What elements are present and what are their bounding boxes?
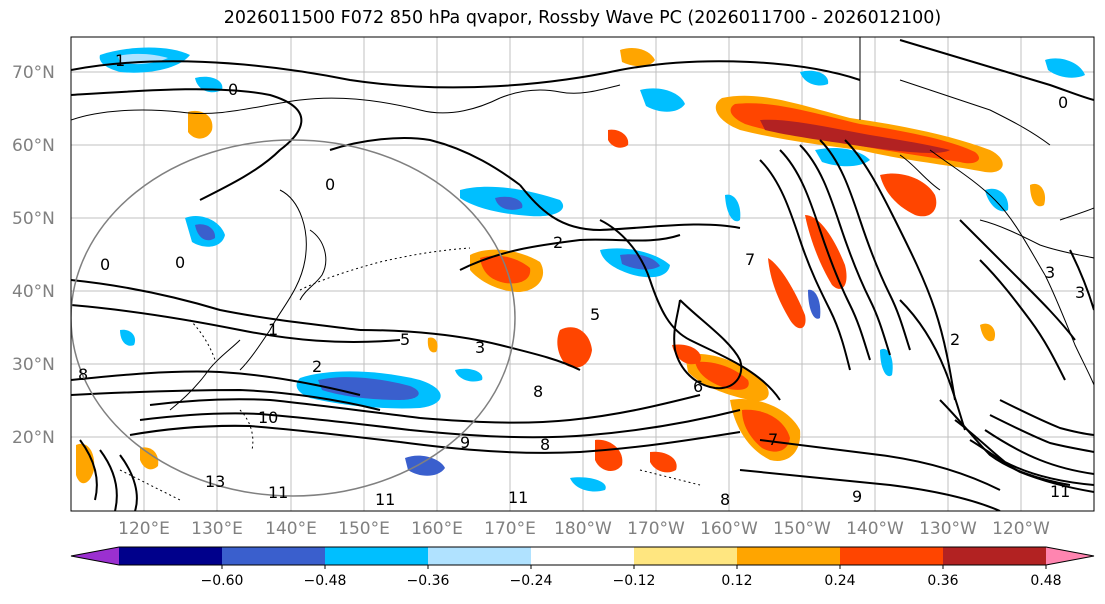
- lon-label: 130°E: [191, 519, 243, 539]
- contour-label: 2: [312, 357, 322, 376]
- lon-label: 170°W: [627, 519, 685, 539]
- contour-label: 8: [533, 382, 543, 401]
- lon-label: 140°E: [265, 519, 317, 539]
- colorbar-tick-label: 0.12: [721, 573, 752, 589]
- lat-label: 60°N: [12, 136, 55, 156]
- colorbar-segment: [943, 547, 1047, 565]
- contour-label: 0: [175, 253, 185, 272]
- contour-label: 6: [693, 377, 703, 396]
- contour-label: 5: [400, 330, 410, 349]
- lat-label: 40°N: [12, 282, 55, 302]
- contour-label: 1: [115, 51, 125, 70]
- coastlines: [71, 37, 1094, 411]
- lon-label: 150°E: [338, 519, 390, 539]
- latitude-labels: 70°N 60°N 50°N 40°N 30°N 20°N: [12, 63, 55, 448]
- lon-label: 160°E: [411, 519, 463, 539]
- contour-label: 0: [1058, 93, 1068, 112]
- colorbar-tick-label: −0.60: [201, 573, 244, 589]
- lon-label: 140°W: [846, 519, 904, 539]
- contour-label: 3: [1045, 263, 1055, 282]
- colorbar-segment: [531, 547, 635, 565]
- lon-label: 170°E: [484, 519, 536, 539]
- colorbar-segment: [119, 547, 223, 565]
- colorbar-tick-label: 0.36: [927, 573, 958, 589]
- contour-label: 13: [205, 472, 225, 491]
- contour-label: 2: [553, 233, 563, 252]
- colorbar-segment: [737, 547, 841, 565]
- lon-label: 120°W: [992, 519, 1050, 539]
- contour-label: 9: [852, 487, 862, 506]
- contour-label-group: 1 0 0 0 0 2 5 3 8 8 10 13 11 11 9 8 7 6 …: [78, 51, 1085, 509]
- lon-label: 150°W: [773, 519, 831, 539]
- lat-label: 70°N: [12, 63, 55, 83]
- positive-anomaly-fields: [76, 48, 1046, 484]
- longitude-labels: 120°E 130°E 140°E 150°E 160°E 170°E 180°…: [118, 519, 1050, 539]
- colorbar-tick-label: −0.36: [407, 573, 450, 589]
- colorbar-segment: [634, 547, 738, 565]
- contour-label: 2: [950, 330, 960, 349]
- island-outlines: [119, 247, 701, 501]
- colorbar-outline: [70, 546, 1095, 566]
- lat-label: 50°N: [12, 209, 55, 229]
- lon-label: 180°W: [554, 519, 612, 539]
- lat-label: 30°N: [12, 355, 55, 375]
- colorbar-extension-high: [1046, 547, 1094, 565]
- lon-label: 130°W: [919, 519, 977, 539]
- colorbar-tick-label: −0.12: [613, 573, 656, 589]
- contour-label: 7: [768, 430, 778, 449]
- gridlines: [71, 37, 1094, 511]
- lat-label: 20°N: [12, 428, 55, 448]
- contour-lines: [71, 39, 1094, 511]
- colorbar-segment: [428, 547, 532, 565]
- contour-label: 9: [460, 433, 470, 452]
- contour-label: 1: [268, 320, 278, 339]
- contour-label: 11: [1050, 482, 1070, 501]
- contour-label: 7: [745, 250, 755, 269]
- contour-label: 0: [228, 80, 238, 99]
- contour-label: 3: [475, 338, 485, 357]
- contour-label: 3: [1075, 283, 1085, 302]
- contour-label: 8: [720, 490, 730, 509]
- colorbar-tick-label: −0.48: [304, 573, 347, 589]
- reference-circle: [71, 139, 516, 497]
- contour-label: 11: [268, 483, 288, 502]
- colorbar: −0.60 −0.48 −0.36 −0.24 −0.12 0.12 0.24 0.36 0.4…: [70, 546, 1095, 589]
- contour-label: 8: [540, 435, 550, 454]
- colorbar-segment: [325, 547, 429, 565]
- contour-label: 0: [100, 255, 110, 274]
- contour-label: 10: [258, 408, 278, 427]
- lon-label: 120°E: [118, 519, 170, 539]
- contour-label: 11: [508, 488, 528, 507]
- colorbar-tick-label: −0.24: [510, 573, 553, 589]
- map-frame: [70, 36, 1095, 512]
- colorbar-segment: [840, 547, 944, 565]
- contour-label: 8: [78, 365, 88, 384]
- contour-label: 5: [590, 305, 600, 324]
- contour-label: 0: [325, 175, 335, 194]
- colorbar-extension-low: [71, 547, 119, 565]
- colorbar-tick-label: 0.48: [1030, 573, 1061, 589]
- lon-label: 160°W: [700, 519, 758, 539]
- colorbar-segment: [222, 547, 326, 565]
- contour-label: 11: [375, 490, 395, 509]
- negative-anomaly-fields: [99, 47, 1085, 492]
- colorbar-tick-label: 0.24: [824, 573, 855, 589]
- map-title: 2026011500 F072 850 hPa qvapor, Rossby W…: [223, 8, 942, 28]
